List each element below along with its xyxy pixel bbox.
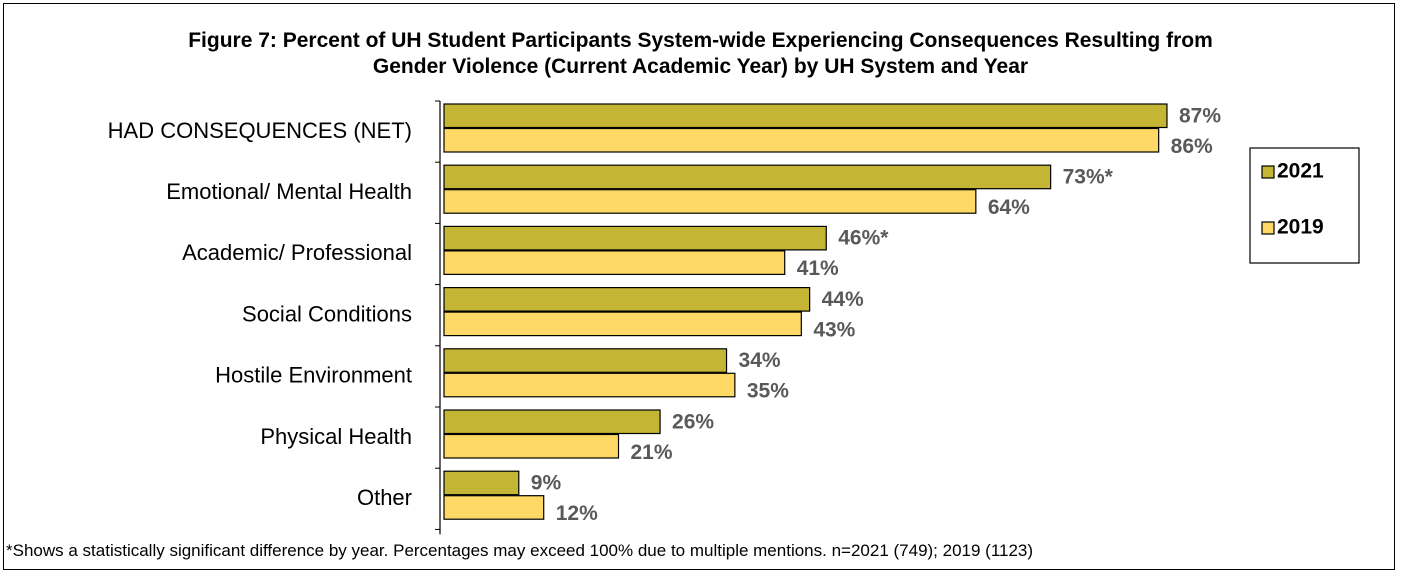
data-label-2019: 86% xyxy=(1171,135,1213,158)
category-label: Physical Health xyxy=(260,424,412,449)
category-label: HAD CONSEQUENCES (NET) xyxy=(108,118,412,143)
bar-2019 xyxy=(443,127,1160,153)
bar-2021 xyxy=(443,103,1168,129)
legend-swatch-2019 xyxy=(1261,221,1275,235)
bar-2021 xyxy=(443,164,1052,190)
category-label: Emotional/ Mental Health xyxy=(166,179,412,204)
data-label-2021: 46%* xyxy=(838,227,889,250)
legend-swatch-2021 xyxy=(1261,165,1275,179)
bar-2019 xyxy=(443,433,620,459)
bar-2019 xyxy=(443,189,977,214)
chart-title-line-2: Gender Violence (Current Academic Year) … xyxy=(372,55,1029,78)
data-label-2021: 87% xyxy=(1179,104,1221,127)
bar-2021 xyxy=(443,287,811,312)
category-label: Hostile Environment xyxy=(215,363,412,388)
chart-frame xyxy=(3,3,1395,570)
bar-2019 xyxy=(443,372,736,398)
data-label-2019: 21% xyxy=(631,441,673,464)
data-label-2019: 12% xyxy=(556,502,598,525)
category-label: Other xyxy=(357,485,412,510)
data-label-2019: 35% xyxy=(747,380,789,403)
category-label: Social Conditions xyxy=(242,301,412,326)
bar-2021 xyxy=(443,470,520,496)
data-label-2021: 44% xyxy=(822,288,864,311)
chart-footnote: *Shows a statistically significant diffe… xyxy=(6,541,1034,560)
data-label-2019: 64% xyxy=(988,196,1030,219)
bar-2019 xyxy=(443,250,786,275)
legend-label-2019: 2019 xyxy=(1277,216,1324,239)
bar-2019 xyxy=(443,495,545,520)
data-label-2021: 73%* xyxy=(1063,165,1114,188)
data-label-2021: 34% xyxy=(739,349,781,372)
data-label-2019: 43% xyxy=(813,318,855,341)
legend-label-2021: 2021 xyxy=(1277,160,1324,183)
chart-title-line-1: Figure 7: Percent of UH Student Particip… xyxy=(188,29,1213,52)
chart-title: Figure 7: Percent of UH Student Particip… xyxy=(0,28,1401,80)
data-label-2021: 9% xyxy=(531,471,562,494)
data-label-2019: 41% xyxy=(797,257,839,280)
data-label-2021: 26% xyxy=(672,410,714,433)
bar-2021 xyxy=(443,409,661,435)
category-label: Academic/ Professional xyxy=(182,240,412,265)
bar-2019 xyxy=(443,311,802,337)
bar-2021 xyxy=(443,348,728,373)
bar-2021 xyxy=(443,225,827,251)
